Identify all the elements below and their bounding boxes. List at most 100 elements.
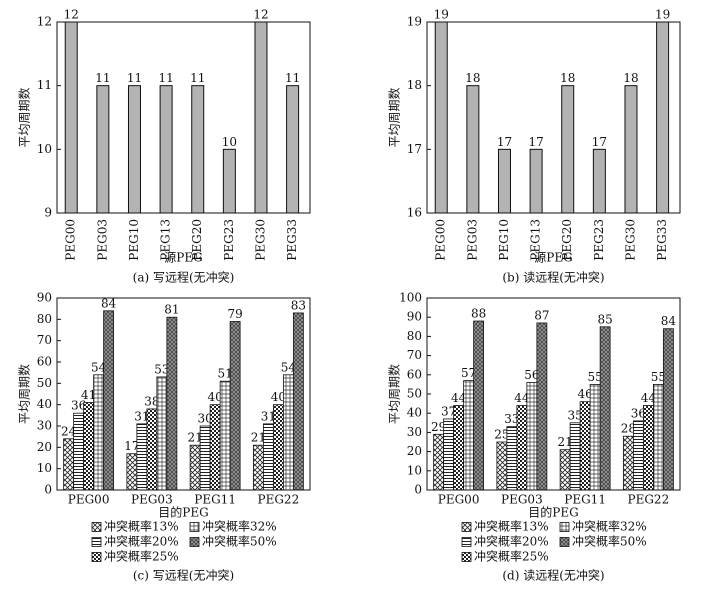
bar	[589, 383, 601, 491]
bar	[624, 85, 638, 214]
y-axis-label: 平均周期数	[17, 87, 32, 147]
bar	[156, 376, 168, 491]
value-label: 55	[651, 370, 666, 384]
y-tick-label: 20	[407, 444, 422, 458]
value-label: 36	[71, 399, 86, 413]
value-label: 19	[655, 8, 670, 22]
bar	[516, 405, 528, 491]
x-tick-label: PEG00	[68, 493, 110, 507]
y-tick-label: 30	[407, 425, 422, 439]
x-axis-label: 源PEG	[534, 251, 572, 265]
x-tick-label: PEG30	[253, 219, 267, 261]
y-tick-label: 60	[37, 355, 52, 369]
y-tick-label: 60	[407, 367, 422, 381]
bar	[96, 85, 110, 214]
value-label: 31	[134, 409, 149, 423]
x-tick-label: PEG23	[222, 219, 236, 261]
legend-swatch	[461, 552, 472, 562]
caption: (b) 读远程(无冲突)	[502, 270, 604, 285]
value-label: 85	[597, 312, 612, 326]
value-label: 21	[251, 431, 266, 445]
x-tick-label: PEG13	[159, 219, 173, 261]
y-tick-label: 17	[407, 142, 422, 156]
y-tick-label: 10	[407, 463, 422, 477]
value-label: 11	[285, 71, 300, 85]
legend-swatch	[559, 537, 570, 547]
bar	[642, 405, 654, 491]
bar	[443, 418, 455, 491]
bar	[63, 438, 75, 491]
value-label: 84	[101, 296, 117, 310]
value-label: 36	[631, 406, 646, 420]
bar	[569, 422, 581, 491]
bar	[599, 326, 611, 491]
y-tick-label: 80	[37, 312, 52, 326]
legend-swatch	[189, 522, 200, 532]
x-tick-label: PEG03	[95, 219, 109, 261]
y-tick-label: 40	[37, 397, 52, 411]
bar	[103, 310, 115, 491]
caption: (d) 读远程(无冲突)	[502, 568, 604, 583]
bar	[146, 408, 158, 491]
bar	[497, 148, 511, 214]
caption: (a) 写远程(无冲突)	[133, 270, 235, 285]
x-tick-label: PEG22	[628, 493, 670, 507]
y-tick-label: 70	[407, 348, 422, 362]
value-label: 79	[227, 307, 242, 321]
bar	[473, 320, 485, 491]
bar	[466, 85, 480, 214]
value-label: 17	[124, 439, 139, 453]
x-tick-label: PEG11	[194, 493, 236, 507]
bar	[526, 382, 538, 491]
legend-label: 冲突概率25%	[104, 549, 179, 564]
value-label: 25	[494, 428, 509, 442]
value-label: 28	[621, 422, 636, 436]
y-tick-label: 10	[37, 142, 52, 156]
value-label: 40	[271, 390, 286, 404]
plot-frame	[56, 21, 311, 214]
value-label: 44	[641, 391, 657, 405]
legend-label: 冲突概率20%	[104, 534, 179, 549]
x-tick-label: PEG20	[190, 219, 204, 261]
value-label: 55	[587, 370, 602, 384]
value-label: 57	[461, 366, 476, 380]
bar	[127, 85, 141, 214]
x-axis-label: 目的PEG	[528, 505, 578, 520]
value-label: 17	[592, 135, 607, 149]
x-tick-label: PEG00	[434, 219, 448, 261]
x-tick-label: PEG03	[501, 493, 543, 507]
bar	[622, 435, 634, 491]
value-label: 24	[61, 424, 77, 438]
bar	[83, 402, 95, 491]
value-label: 44	[514, 391, 530, 405]
y-axis-label: 平均周期数	[387, 364, 402, 424]
bar	[559, 449, 571, 491]
bar	[561, 85, 575, 214]
value-label: 88	[471, 307, 486, 321]
y-tick-label: 0	[44, 483, 52, 497]
value-label: 81	[164, 303, 179, 317]
y-axis-label: 平均周期数	[17, 364, 32, 424]
legend-label: 冲突概率32%	[572, 519, 647, 534]
bar	[73, 412, 85, 491]
x-tick-label: PEG03	[465, 219, 479, 261]
y-tick-label: 90	[37, 291, 52, 305]
legend-label: 冲突概率25%	[474, 549, 549, 564]
value-label: 51	[217, 367, 232, 381]
bar	[136, 423, 148, 491]
bar	[652, 383, 664, 491]
y-tick-label: 9	[44, 206, 52, 220]
bar	[529, 148, 543, 214]
bar	[662, 328, 674, 491]
legend-swatch	[91, 552, 102, 562]
value-label: 11	[158, 71, 173, 85]
legend-swatch	[189, 537, 200, 547]
value-label: 33	[504, 412, 519, 426]
y-tick-label: 11	[37, 78, 52, 92]
legend-swatch	[91, 522, 102, 532]
y-tick-label: 100	[399, 291, 422, 305]
bar	[219, 380, 231, 491]
y-tick-label: 70	[37, 333, 52, 347]
bar	[64, 21, 78, 214]
